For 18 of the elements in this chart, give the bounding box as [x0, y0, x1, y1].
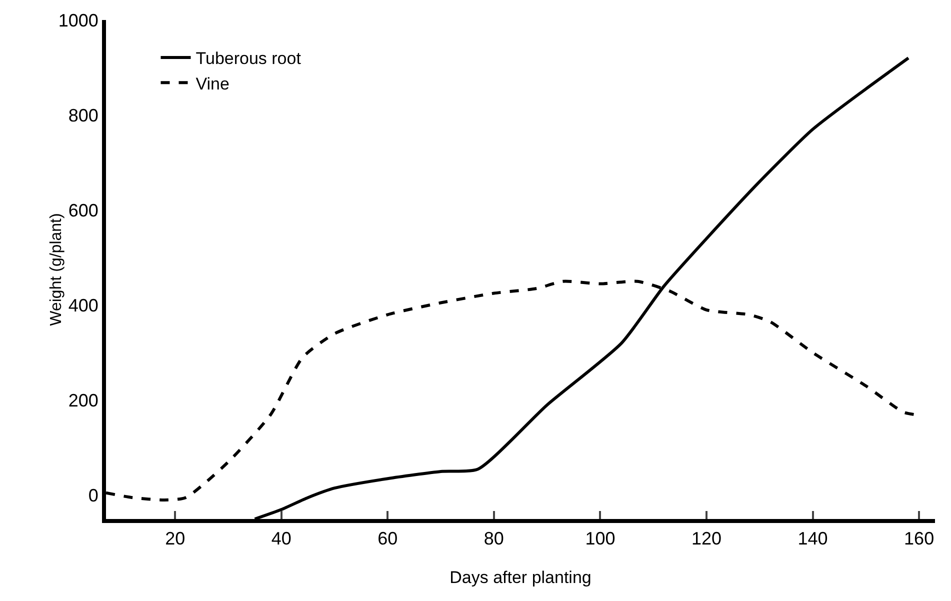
y-tick-label: 200 — [68, 390, 98, 410]
y-tick-label: 1000 — [58, 10, 98, 30]
legend-label: Vine — [196, 74, 230, 94]
y-tick-label: 400 — [68, 295, 98, 316]
x-tick-label: 80 — [484, 528, 504, 549]
y-tick-label: 800 — [68, 105, 98, 126]
y-tick-label: 600 — [68, 200, 98, 220]
x-tick-label: 160 — [904, 528, 934, 549]
x-tick-label: 120 — [691, 528, 722, 549]
x-tick-label: 140 — [798, 528, 828, 549]
y-tick-label: 0 — [88, 486, 98, 506]
y-axis-title: Weight (g/plant) — [48, 213, 65, 326]
x-tick-label: 100 — [585, 528, 616, 549]
x-tick-label: 40 — [271, 528, 292, 549]
x-tick-label: 20 — [165, 528, 186, 549]
x-axis-title: Days after planting — [450, 568, 592, 587]
legend-label: Tuberous root — [196, 49, 302, 68]
x-tick-label: 60 — [378, 528, 398, 549]
